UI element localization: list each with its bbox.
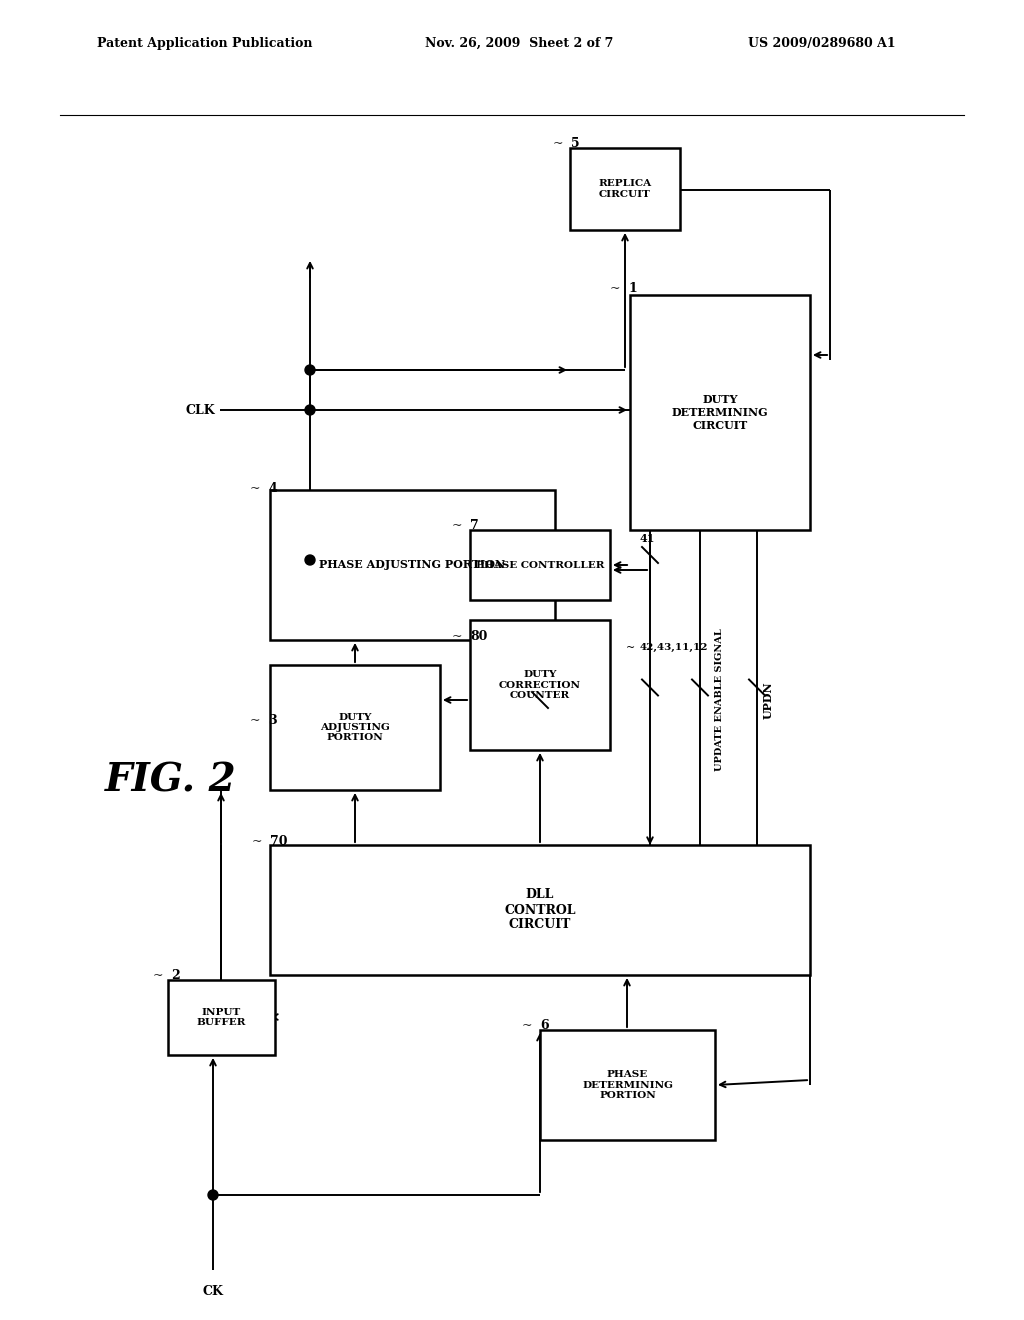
Text: 1: 1	[628, 282, 637, 294]
Text: 2: 2	[171, 969, 180, 982]
Text: ~: ~	[153, 969, 163, 982]
Text: ~: ~	[252, 836, 262, 847]
FancyBboxPatch shape	[270, 845, 810, 975]
FancyBboxPatch shape	[270, 490, 555, 640]
FancyBboxPatch shape	[630, 294, 810, 531]
Text: 5: 5	[571, 137, 580, 150]
Text: PHASE CONTROLLER: PHASE CONTROLLER	[476, 561, 604, 569]
Text: FIG. 2: FIG. 2	[105, 762, 237, 799]
Text: CLK: CLK	[185, 404, 215, 417]
FancyBboxPatch shape	[470, 620, 610, 750]
Text: DUTY
CORRECTION
COUNTER: DUTY CORRECTION COUNTER	[499, 671, 581, 700]
Text: Nov. 26, 2009  Sheet 2 of 7: Nov. 26, 2009 Sheet 2 of 7	[425, 37, 613, 50]
Text: ~: ~	[521, 1019, 532, 1032]
FancyBboxPatch shape	[570, 148, 680, 230]
Circle shape	[305, 405, 315, 414]
Circle shape	[305, 554, 315, 565]
Text: ~: ~	[626, 643, 635, 653]
FancyBboxPatch shape	[168, 979, 275, 1055]
Text: PHASE
DETERMINING
PORTION: PHASE DETERMINING PORTION	[582, 1071, 673, 1100]
Text: DUTY
ADJUSTING
PORTION: DUTY ADJUSTING PORTION	[321, 713, 390, 742]
Text: 3: 3	[268, 714, 276, 727]
Text: 80: 80	[470, 630, 487, 643]
Text: PHASE ADJUSTING PORTION: PHASE ADJUSTING PORTION	[319, 560, 506, 570]
Text: 6: 6	[540, 1019, 549, 1032]
Text: ~: ~	[553, 137, 563, 150]
Text: Patent Application Publication: Patent Application Publication	[97, 37, 312, 50]
Text: UPDATE ENABLE SIGNAL: UPDATE ENABLE SIGNAL	[716, 628, 725, 771]
Text: DUTY
DETERMINING
CIRCUIT: DUTY DETERMINING CIRCUIT	[672, 395, 768, 430]
Circle shape	[208, 1191, 218, 1200]
Text: 4: 4	[268, 482, 276, 495]
Circle shape	[305, 366, 315, 375]
Text: UPDN: UPDN	[763, 681, 773, 719]
Text: 42,43,11,12: 42,43,11,12	[640, 643, 709, 652]
Text: ~: ~	[452, 630, 462, 643]
Text: 7: 7	[470, 519, 479, 532]
Text: DLL
CONTROL
CIRCUIT: DLL CONTROL CIRCUIT	[504, 888, 575, 932]
FancyBboxPatch shape	[540, 1030, 715, 1140]
Text: US 2009/0289680 A1: US 2009/0289680 A1	[748, 37, 895, 50]
Text: REPLICA
CIRCUIT: REPLICA CIRCUIT	[598, 180, 651, 199]
Text: ~: ~	[609, 282, 620, 294]
FancyBboxPatch shape	[270, 665, 440, 789]
Text: CK: CK	[203, 1284, 223, 1298]
Text: 70: 70	[270, 836, 288, 847]
Text: 41: 41	[640, 533, 655, 544]
Text: ~: ~	[250, 482, 260, 495]
Text: INPUT
BUFFER: INPUT BUFFER	[197, 1007, 246, 1027]
FancyBboxPatch shape	[470, 531, 610, 601]
Text: ~: ~	[250, 714, 260, 727]
Text: ~: ~	[452, 519, 462, 532]
